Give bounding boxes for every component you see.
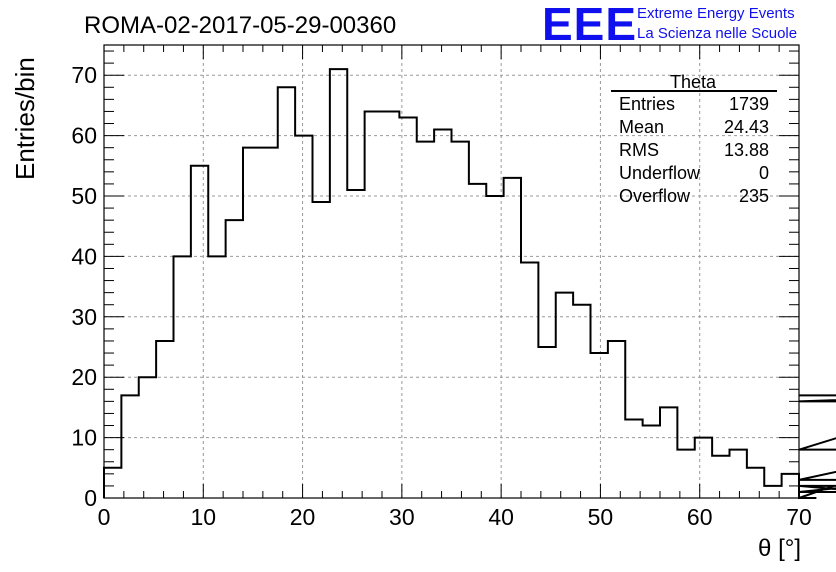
stats-value: 0 xyxy=(759,163,769,183)
y-tick-label: 30 xyxy=(71,304,97,330)
stats-label: Mean xyxy=(619,117,664,137)
axis-ticks xyxy=(103,45,800,499)
x-tick-label: 50 xyxy=(588,504,614,530)
stats-label: Underflow xyxy=(619,163,701,183)
eee-logo: EEE xyxy=(542,0,637,50)
x-tick-label: 60 xyxy=(687,504,713,530)
y-axis-label: Entries/bin xyxy=(10,57,40,180)
stats-value: 235 xyxy=(739,186,769,206)
y-tick-label: 10 xyxy=(71,425,97,451)
y-tick-label: 20 xyxy=(71,364,97,390)
y-tick-label: 0 xyxy=(84,485,97,511)
histogram-line xyxy=(103,68,836,499)
x-tick-label: 30 xyxy=(389,504,415,530)
y-tick-label: 40 xyxy=(71,243,97,269)
x-tick-label: 0 xyxy=(98,504,111,530)
logo-line-1: Extreme Energy Events xyxy=(637,5,795,22)
stats-label: Entries xyxy=(619,94,675,114)
x-tick-labels: 0 10 20 30 40 50 60 70 xyxy=(98,504,812,530)
y-tick-label: 50 xyxy=(71,183,97,209)
chart-title: ROMA-02-2017-05-29-00360 xyxy=(84,12,396,39)
stats-rows: Entries 1739 Mean 24.43 RMS 13.88 Underflow 0 Ov… xyxy=(619,94,769,206)
grid-lines xyxy=(104,45,799,498)
stats-value: 1739 xyxy=(729,94,769,114)
plot-frame xyxy=(103,44,800,499)
x-tick-label: 40 xyxy=(488,504,514,530)
y-tick-labels: 0 10 20 30 40 50 60 70 xyxy=(71,62,97,511)
y-tick-label: 60 xyxy=(71,123,97,149)
stats-label: RMS xyxy=(619,140,659,160)
stats-value: 24.43 xyxy=(724,117,769,137)
stats-title: Theta xyxy=(670,72,717,92)
stats-value: 13.88 xyxy=(724,140,769,160)
x-tick-label: 10 xyxy=(190,504,216,530)
stats-label: Overflow xyxy=(619,186,691,206)
stats-box: Theta Entries 1739 Mean 24.43 RMS 13.88 Underf… xyxy=(611,72,777,206)
x-tick-label: 20 xyxy=(290,504,316,530)
y-tick-label: 70 xyxy=(71,62,97,88)
x-tick-label: 70 xyxy=(786,504,812,530)
logo-line-2: La Scienza nelle Scuole xyxy=(637,25,797,42)
x-axis-label: θ [°] xyxy=(758,535,801,562)
